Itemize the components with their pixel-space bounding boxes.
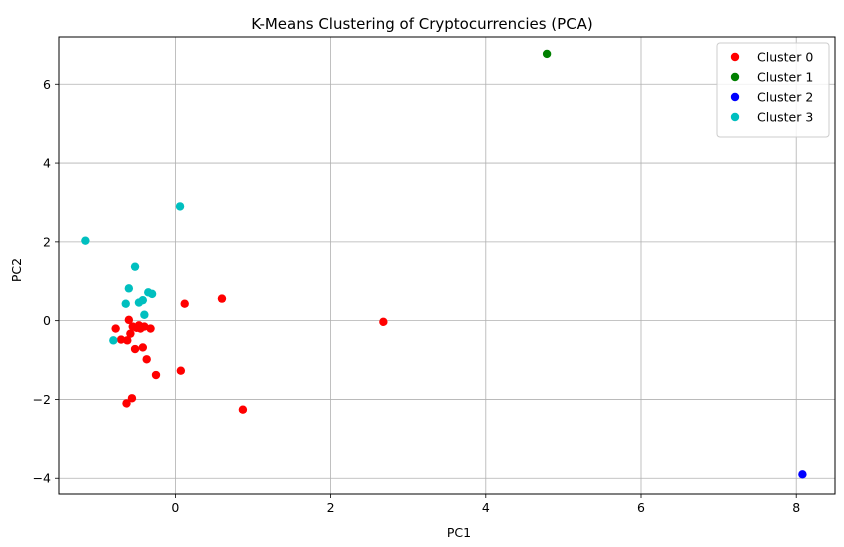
cluster-0-point [130, 344, 140, 354]
legend-marker [730, 92, 740, 102]
y-tick-label: −4 [33, 471, 51, 486]
data-points [81, 49, 807, 479]
legend-label: Cluster 0 [757, 50, 813, 65]
cluster-0-point [142, 355, 151, 364]
legend-box [716, 42, 830, 138]
y-tick-label: 2 [43, 234, 51, 249]
cluster-3-point [121, 299, 130, 308]
y-tick-label: 6 [43, 77, 51, 92]
cluster-3-point [109, 336, 118, 345]
cluster-0-point [238, 405, 248, 414]
cluster-0-point [116, 335, 126, 344]
legend: Cluster 0 Cluster 1 Cluster 2 Cluster 3 [716, 42, 830, 138]
legend-marker [730, 52, 740, 62]
cluster-0-point [379, 317, 388, 327]
axis-ticks: 0 2 4 6 8 −4 −2 0 2 4 6 [33, 77, 801, 515]
plot-frame [58, 36, 836, 495]
cluster-3-point [130, 262, 140, 271]
y-axis-label: PC2 [9, 258, 24, 282]
cluster-1-point [542, 49, 552, 59]
cluster-0-point [127, 394, 137, 403]
x-tick-label: 6 [637, 500, 645, 515]
x-tick-label: 8 [792, 500, 800, 515]
legend-marker [730, 112, 740, 122]
cluster-0-point [180, 299, 189, 308]
grid [59, 37, 835, 494]
x-tick-label: 2 [327, 500, 335, 515]
cluster-0-point [217, 294, 227, 303]
cluster-0-point [151, 370, 161, 380]
cluster-0-point [146, 324, 155, 333]
cluster-3-point [81, 236, 90, 245]
cluster-0-point [176, 366, 186, 375]
legend-label: Cluster 3 [757, 110, 813, 125]
cluster-0-point [124, 315, 134, 325]
cluster-3-point [124, 284, 134, 293]
legend-label: Cluster 2 [757, 90, 813, 105]
legend-label: Cluster 1 [757, 70, 813, 85]
chart-title: K-Means Clustering of Cryptocurrencies (… [251, 15, 593, 33]
x-tick-label: 4 [482, 500, 490, 515]
cluster-0-point [122, 399, 131, 408]
cluster-3-point [147, 289, 157, 299]
x-axis-label: PC1 [447, 525, 471, 540]
cluster-3-point [175, 202, 185, 211]
x-tick-label: 0 [171, 500, 179, 515]
y-tick-label: −2 [33, 392, 51, 407]
cluster-0-point [123, 336, 132, 345]
y-tick-label: 0 [43, 313, 51, 328]
cluster-0-point [138, 343, 148, 352]
cluster-0-point [126, 329, 135, 338]
cluster-3-point [140, 310, 149, 319]
cluster-2-point [798, 470, 807, 479]
cluster-3-point [138, 295, 148, 305]
y-tick-label: 4 [43, 156, 51, 171]
legend-marker [730, 72, 740, 82]
cluster-0-point [111, 324, 120, 333]
